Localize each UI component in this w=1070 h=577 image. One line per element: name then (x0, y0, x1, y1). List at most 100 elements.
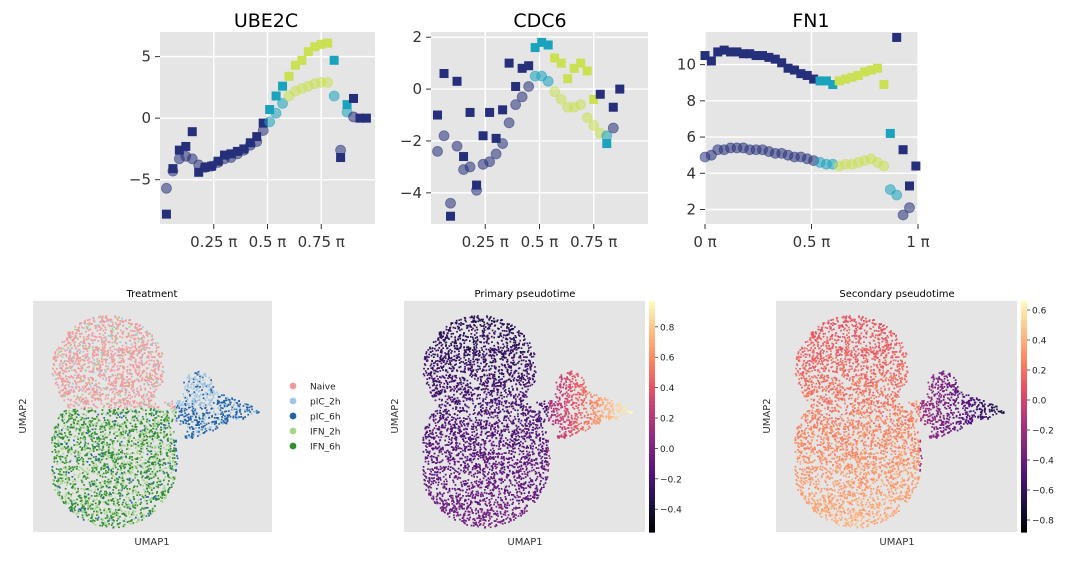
treatment-cell-point (148, 470, 150, 472)
treatment-cell-point (100, 469, 102, 471)
treatment-cell-point (115, 389, 117, 391)
treatment-cell-point (123, 367, 125, 369)
treatment-cell-point (69, 345, 71, 347)
treatment-cell-point (191, 434, 193, 436)
treatment-cell-point (102, 441, 104, 443)
treatment-cell-point (143, 398, 145, 400)
fn1-square-point (886, 129, 895, 138)
primary-cell-point (506, 396, 508, 398)
treatment-cell-point (113, 346, 115, 348)
treatment-cell-point (91, 389, 93, 391)
treatment-cell-point (173, 439, 175, 441)
treatment-cell-point (60, 498, 62, 500)
treatment-cell-point (177, 405, 179, 407)
treatment-cell-point (158, 415, 160, 417)
treatment-cell-point (250, 406, 252, 408)
treatment-cell-point (81, 401, 83, 403)
treatment-cell-point (128, 522, 130, 524)
treatment-cell-point (146, 476, 148, 478)
treatment-cell-point (73, 363, 75, 365)
fn1-xtick-label: 0 π (693, 233, 716, 251)
treatment-cell-point (227, 415, 229, 417)
ube2c-ytick-label: −5 (129, 171, 151, 189)
treatment-cell-point (226, 417, 228, 419)
treatment-cell-point (143, 335, 145, 337)
treatment-cell-point (158, 385, 160, 387)
treatment-cell-point (109, 363, 111, 365)
ube2c-ytick-label: 5 (141, 48, 151, 66)
treatment-cell-point (92, 508, 94, 510)
treatment-cell-point (128, 472, 130, 474)
treatment-cell-point (124, 506, 126, 508)
treatment-cell-point (177, 457, 179, 459)
treatment-cell-point (83, 427, 85, 429)
treatment-cell-point (198, 387, 200, 389)
treatment-cell-point (57, 490, 59, 492)
treatment-cell-point (123, 402, 125, 404)
treatment-cell-point (146, 361, 148, 363)
treatment-cell-point (130, 500, 132, 502)
treatment-cell-point (106, 318, 108, 320)
treatment-cell-point (187, 383, 189, 385)
treatment-cell-point (169, 431, 171, 433)
treatment-cell-point (98, 420, 100, 422)
primary-cell-point (564, 403, 566, 405)
treatment-cell-point (116, 343, 118, 345)
treatment-cell-point (91, 490, 93, 492)
treatment-cell-point (90, 371, 92, 373)
treatment-cell-point (104, 374, 106, 376)
treatment-cell-point (161, 423, 163, 425)
ube2c-square-point (181, 142, 190, 151)
treatment-cell-point (90, 520, 92, 522)
treatment-cell-point (150, 354, 152, 356)
treatment-cell-point (217, 417, 219, 419)
treatment-cell-point (102, 431, 104, 433)
fn1-square-point (873, 64, 882, 73)
treatment-cell-point (59, 351, 61, 353)
treatment-cell-point (133, 498, 135, 500)
treatment-cell-point (125, 342, 127, 344)
primary-cell-point (437, 413, 439, 415)
treatment-cell-point (154, 432, 156, 434)
treatment-cell-point (118, 518, 120, 520)
treatment-cell-point (120, 384, 122, 386)
treatment-cell-point (137, 365, 139, 367)
treatment-cell-point (96, 505, 98, 507)
treatment-cell-point (122, 504, 124, 506)
treatment-cell-point (118, 456, 120, 458)
treatment-cell-point (109, 492, 111, 494)
ube2c-square-point (362, 114, 371, 123)
treatment-cell-point (89, 424, 91, 426)
treatment-cell-point (89, 451, 91, 453)
treatment-cell-point (57, 356, 59, 358)
treatment-cell-point (126, 448, 128, 450)
treatment-cell-point (110, 481, 112, 483)
treatment-cell-point (80, 509, 82, 511)
treatment-cell-point (155, 495, 157, 497)
treatment-cell-point (136, 417, 138, 419)
primary-cell-point (432, 350, 434, 352)
treatment-cell-point (233, 404, 235, 406)
treatment-cell-point (119, 357, 121, 359)
treatment-cell-point (105, 472, 107, 474)
treatment-cell-point (103, 330, 105, 332)
treatment-cell-point (195, 389, 197, 391)
treatment-cell-point (77, 441, 79, 443)
treatment-cell-point (84, 386, 86, 388)
treatment-cell-point (85, 403, 87, 405)
treatment-cell-point (110, 330, 112, 332)
treatment-cell-point (114, 315, 116, 317)
treatment-cell-point (156, 423, 158, 425)
treatment-cell-point (158, 369, 160, 371)
treatment-cell-point (122, 520, 124, 522)
treatment-cell-point (142, 463, 144, 465)
primary-cell-point (497, 394, 499, 396)
treatment-cell-point (123, 465, 125, 467)
treatment-cell-point (144, 482, 146, 484)
treatment-cell-point (99, 392, 101, 394)
treatment-cell-point (98, 382, 100, 384)
treatment-cell-point (63, 348, 65, 350)
treatment-cell-point (54, 436, 56, 438)
treatment-cell-point (66, 462, 68, 464)
treatment-cell-point (98, 449, 100, 451)
